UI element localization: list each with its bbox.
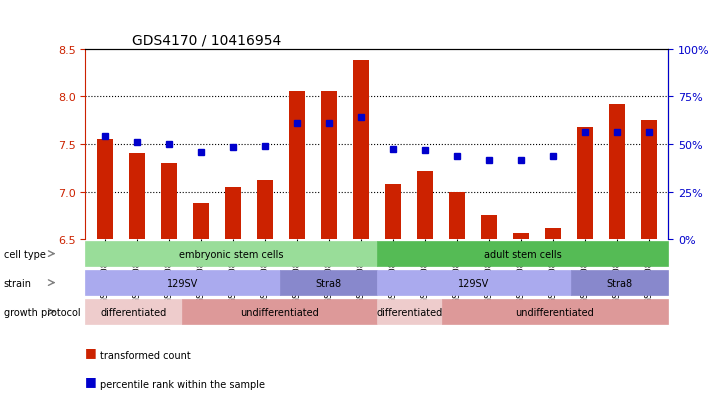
Text: differentiated: differentiated (101, 307, 167, 317)
Text: differentiated: differentiated (376, 307, 442, 317)
Bar (577, 128, 593, 240)
Text: ■: ■ (85, 374, 97, 387)
Text: transformed count: transformed count (100, 350, 191, 360)
Bar (609, 104, 625, 240)
Bar (481, 216, 497, 240)
Bar (417, 171, 433, 240)
Bar (353, 61, 369, 240)
Text: growth protocol: growth protocol (4, 307, 80, 317)
Bar (513, 234, 529, 240)
Bar (257, 180, 273, 240)
Text: ■: ■ (85, 345, 97, 358)
Text: embryonic stem cells: embryonic stem cells (179, 249, 283, 259)
Bar (289, 91, 305, 240)
Bar (641, 121, 657, 240)
Text: adult stem cells: adult stem cells (483, 249, 562, 259)
Bar (193, 204, 208, 240)
Bar (97, 140, 112, 240)
Bar (129, 154, 144, 240)
Text: percentile rank within the sample: percentile rank within the sample (100, 379, 264, 389)
Text: Stra8: Stra8 (315, 278, 341, 288)
Text: Stra8: Stra8 (606, 278, 633, 288)
Bar (385, 185, 401, 240)
Text: 129SV: 129SV (459, 278, 490, 288)
Text: GDS4170 / 10416954: GDS4170 / 10416954 (132, 33, 282, 47)
Bar (321, 91, 337, 240)
Text: undifferentiated: undifferentiated (515, 307, 594, 317)
Text: 129SV: 129SV (167, 278, 198, 288)
Text: undifferentiated: undifferentiated (240, 307, 319, 317)
Text: strain: strain (4, 278, 31, 288)
Bar (161, 164, 176, 240)
Bar (449, 192, 465, 240)
Text: cell type: cell type (4, 249, 46, 259)
Bar (225, 188, 241, 240)
Bar (545, 228, 561, 240)
